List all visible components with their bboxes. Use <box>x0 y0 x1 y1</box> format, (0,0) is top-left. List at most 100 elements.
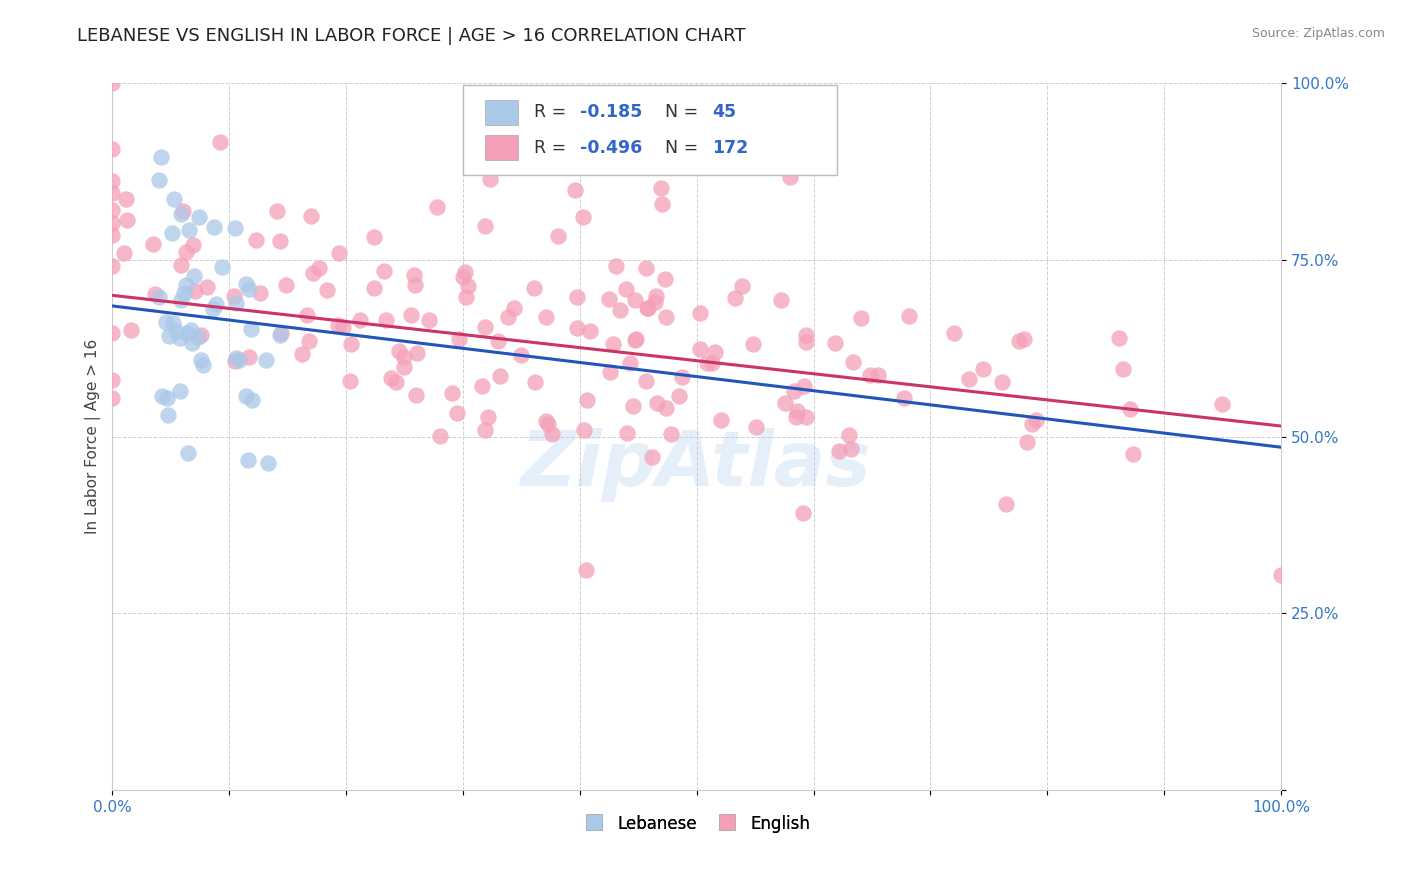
Point <box>702 356 724 370</box>
Point <box>349 313 371 327</box>
Point <box>143 286 166 301</box>
Point <box>779 169 801 184</box>
Point <box>384 375 406 389</box>
Point <box>276 277 298 292</box>
Point <box>644 295 666 310</box>
Point <box>451 270 474 285</box>
Text: R =: R = <box>534 139 572 157</box>
Point <box>148 173 170 187</box>
Point <box>177 223 200 237</box>
Point <box>328 246 350 260</box>
Point <box>704 345 727 359</box>
Point <box>174 245 197 260</box>
Text: N =: N = <box>665 103 704 121</box>
Point <box>418 313 440 327</box>
Point <box>426 200 449 214</box>
Point <box>572 210 595 224</box>
Point <box>602 336 624 351</box>
Point <box>614 282 637 296</box>
Point <box>224 221 246 235</box>
Y-axis label: In Labor Force | Age > 16: In Labor Force | Age > 16 <box>86 339 101 534</box>
Point <box>1118 401 1140 416</box>
Point <box>190 352 212 367</box>
Point <box>745 420 768 434</box>
Point <box>624 332 647 346</box>
Point <box>187 210 209 224</box>
Point <box>696 356 718 370</box>
Point <box>101 77 124 91</box>
Point <box>824 336 846 351</box>
Point <box>363 281 385 295</box>
Point <box>496 310 519 325</box>
Point <box>1112 362 1135 376</box>
Text: Source: ZipAtlas.com: Source: ZipAtlas.com <box>1251 27 1385 40</box>
Point <box>541 427 564 442</box>
Point <box>1017 434 1039 449</box>
Point <box>236 453 259 467</box>
Point <box>474 423 496 437</box>
Point <box>773 396 796 410</box>
Point <box>477 409 499 424</box>
Point <box>994 498 1017 512</box>
Point <box>101 142 124 156</box>
Point <box>209 135 232 149</box>
Point <box>838 427 860 442</box>
Point <box>866 368 889 382</box>
Point <box>101 174 124 188</box>
Point <box>1122 447 1144 461</box>
Point <box>190 327 212 342</box>
Point <box>794 334 817 349</box>
Point <box>796 327 818 342</box>
Point <box>402 268 425 282</box>
Point <box>266 203 288 218</box>
Bar <box>485 100 517 125</box>
Point <box>170 207 193 221</box>
Point <box>225 296 247 310</box>
Point <box>374 313 396 327</box>
Text: ZipAtlas: ZipAtlas <box>522 428 872 502</box>
Point <box>101 326 124 340</box>
Point <box>240 322 263 336</box>
Point <box>332 320 354 334</box>
Point <box>166 324 188 338</box>
Point <box>636 374 658 388</box>
Point <box>474 320 496 334</box>
Point <box>575 563 598 577</box>
Point <box>651 197 673 211</box>
Point <box>101 392 124 406</box>
Point <box>689 342 711 356</box>
Point <box>120 323 142 337</box>
Point <box>235 389 257 403</box>
Point <box>785 410 807 425</box>
Point <box>942 326 965 340</box>
Point <box>380 371 402 385</box>
Point <box>405 387 427 401</box>
Point <box>160 227 183 241</box>
Point <box>510 348 533 362</box>
Point <box>149 150 172 164</box>
Text: N =: N = <box>665 139 704 157</box>
Point <box>1211 397 1233 411</box>
Point <box>637 301 659 316</box>
Point <box>486 334 509 348</box>
Point <box>991 375 1014 389</box>
Point <box>176 326 198 341</box>
Point <box>225 351 247 365</box>
Point <box>1025 413 1047 427</box>
Point <box>564 183 586 197</box>
Point <box>195 280 218 294</box>
Bar <box>485 135 517 161</box>
Point <box>654 272 676 286</box>
Point <box>786 404 808 418</box>
Point <box>621 399 644 413</box>
Point <box>893 392 915 406</box>
Point <box>668 389 690 403</box>
Point <box>547 229 569 244</box>
Point <box>457 279 479 293</box>
Point <box>363 230 385 244</box>
Point <box>405 346 427 360</box>
Point <box>270 326 292 340</box>
Point <box>150 388 173 402</box>
Point <box>1270 567 1292 582</box>
Point <box>156 391 179 405</box>
